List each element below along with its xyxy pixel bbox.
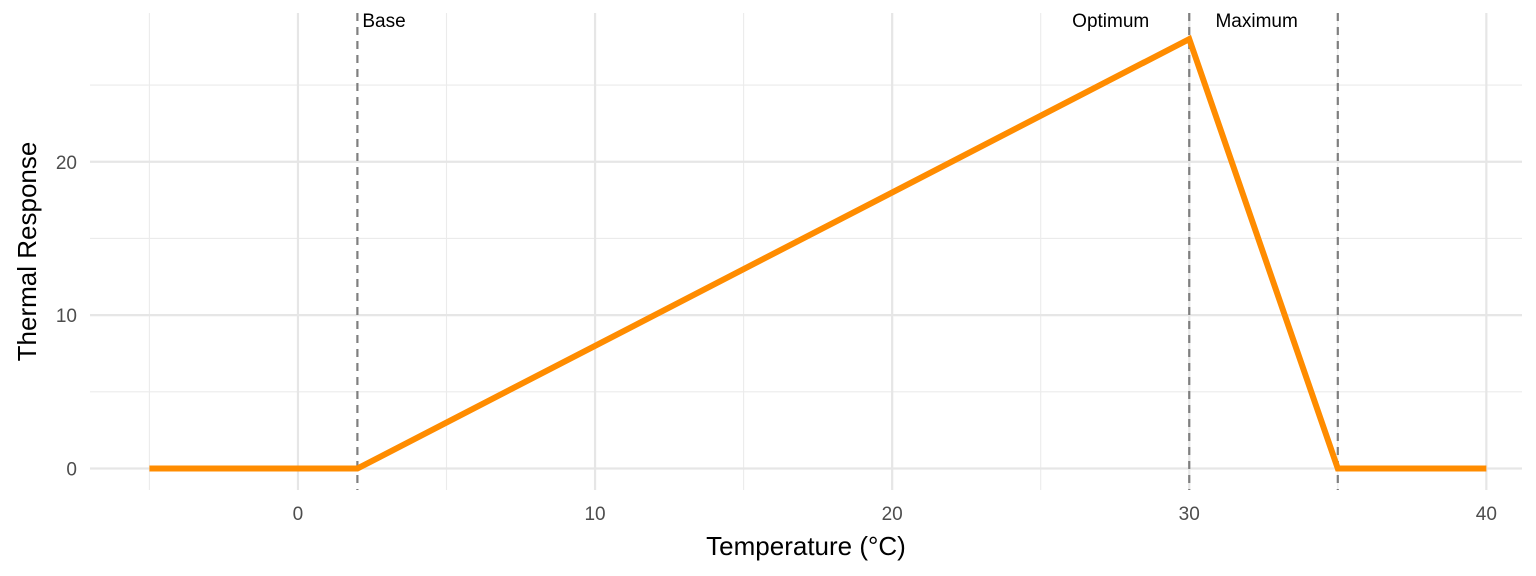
x-tick-label: 40 [1476,504,1497,525]
y-tick-label: 0 [66,460,77,481]
series-line [149,34,1487,472]
x-tick-label: 0 [293,504,304,525]
y-axis-title: Thermal Response [12,142,42,362]
x-tick-label: 30 [1179,504,1200,525]
y-tick-label: 10 [56,306,77,327]
tick-labels: 0 10 20 30 40 0 10 20 [56,153,1497,525]
series-layer [149,34,1487,472]
threshold-lines: Base Optimum Maximum [356,11,1339,490]
minor-gridlines [90,13,1522,490]
threshold-label: Base [362,11,405,32]
x-tick-label: 20 [882,504,903,525]
x-tick-label: 10 [584,504,605,525]
threshold-label: Optimum [1072,11,1149,32]
threshold-label: Maximum [1215,11,1297,32]
x-axis-title: Temperature (°C) [706,531,906,561]
y-tick-label: 20 [56,153,77,174]
